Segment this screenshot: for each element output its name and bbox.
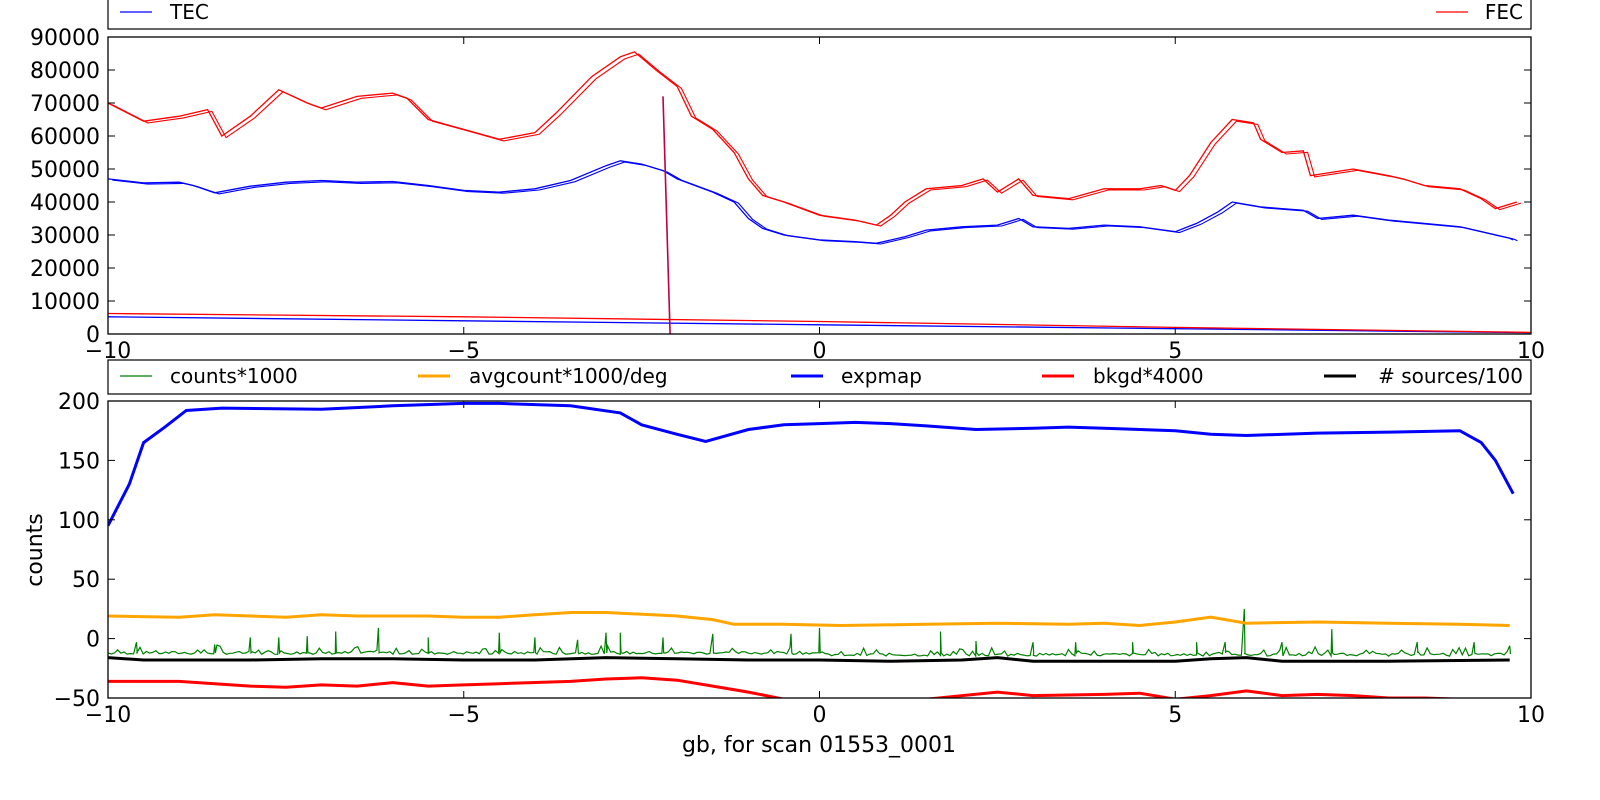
top-xtick-label: 5 xyxy=(1168,339,1182,364)
top-ytick-label: 60000 xyxy=(30,125,100,150)
tec-decay-line xyxy=(107,316,1532,334)
legend-avgcount-label: avgcount*1000/deg xyxy=(469,364,668,388)
bottom-ytick-label: 200 xyxy=(58,390,100,415)
bottom-xtick-label: 5 xyxy=(1168,703,1182,728)
sources-line xyxy=(108,656,1510,663)
counts-line xyxy=(108,608,1511,659)
bottom-xtick-label: −10 xyxy=(85,703,131,728)
top-plot-frame xyxy=(107,36,1532,335)
top-ytick-label: 40000 xyxy=(30,191,100,216)
top-ytick-label: 80000 xyxy=(30,59,100,84)
top-ytick-label: 50000 xyxy=(30,158,100,183)
top-ytick-label: 30000 xyxy=(30,224,100,249)
x-axis-label: gb, for scan 01553_0001 xyxy=(682,733,956,758)
bottom-ytick-label: −50 xyxy=(54,687,100,712)
legend-counts-label: counts*1000 xyxy=(170,364,298,388)
legend-bkgd-label: bkgd*4000 xyxy=(1093,364,1204,388)
legend-fec-label: FEC xyxy=(1485,0,1523,24)
avgcount-line xyxy=(108,611,1510,628)
legend-top: TEC FEC xyxy=(107,0,1532,30)
tec-line xyxy=(107,160,1514,244)
top-ytick-label: 0 xyxy=(86,323,100,348)
fec-line xyxy=(107,51,1517,226)
expmap-line xyxy=(108,401,1515,527)
top-ytick-label: 90000 xyxy=(30,26,100,51)
top-plot: 90000 80000 70000 60000 50000 40000 30000 20000… xyxy=(30,26,1545,364)
bottom-ytick-label: 0 xyxy=(86,628,100,653)
fec-decay-line xyxy=(107,312,1532,334)
legend-expmap-label: expmap xyxy=(841,364,922,388)
tec-line-repeat xyxy=(112,161,1518,245)
legend-tec-label: TEC xyxy=(169,0,209,24)
top-ytick-label: 70000 xyxy=(30,92,100,117)
fec-line-repeat xyxy=(112,53,1522,227)
bottom-ytick-label: 150 xyxy=(58,449,100,474)
legend-sources-label: # sources/100 xyxy=(1378,364,1523,388)
legend-bottom: counts*1000 avgcount*1000/deg expmap bkg… xyxy=(107,359,1532,395)
bottom-ytick-label: 50 xyxy=(72,568,100,593)
bkgd-line xyxy=(108,676,1467,698)
y-axis-label: counts xyxy=(23,513,48,587)
top-ytick-label: 20000 xyxy=(30,257,100,282)
bottom-xtick-label: −5 xyxy=(448,703,480,728)
bottom-xtick-label: 0 xyxy=(813,703,827,728)
fec-drop-line xyxy=(662,96,671,335)
top-xtick-label: 0 xyxy=(813,339,827,364)
bottom-ytick-label: 100 xyxy=(58,509,100,534)
top-ytick-label: 10000 xyxy=(30,290,100,315)
bottom-xtick-label: 10 xyxy=(1517,703,1545,728)
